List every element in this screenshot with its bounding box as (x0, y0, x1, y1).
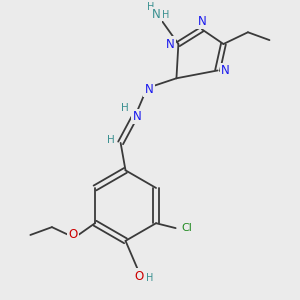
Text: O: O (69, 229, 78, 242)
Text: N: N (166, 38, 175, 50)
Text: O: O (135, 270, 144, 283)
Text: N: N (133, 110, 142, 123)
Text: N: N (152, 8, 160, 21)
Text: H: H (162, 10, 169, 20)
Text: H: H (107, 135, 115, 145)
Text: N: N (221, 64, 230, 77)
Text: H: H (121, 103, 128, 113)
Text: N: N (145, 82, 153, 96)
Text: N: N (197, 15, 206, 28)
Text: H: H (146, 273, 154, 283)
Text: Cl: Cl (181, 223, 192, 233)
Text: H: H (147, 2, 155, 12)
